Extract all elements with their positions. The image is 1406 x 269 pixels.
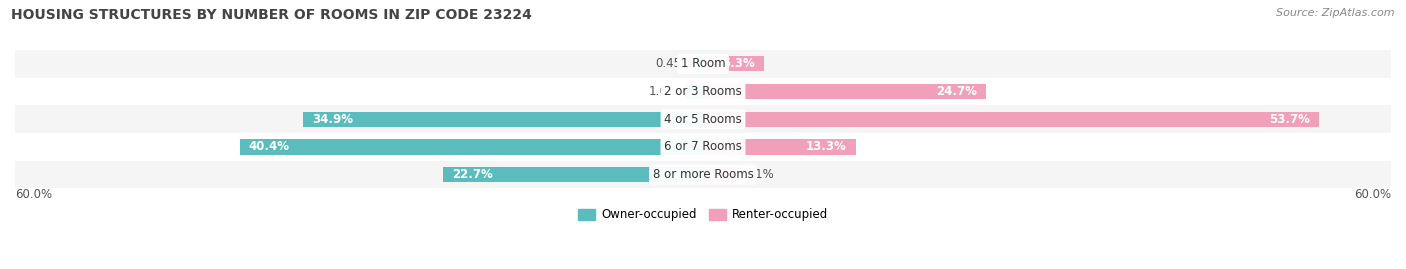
Bar — [15, 161, 1391, 189]
Text: 5.3%: 5.3% — [721, 57, 755, 70]
Bar — [703, 167, 738, 182]
Text: 2 or 3 Rooms: 2 or 3 Rooms — [664, 85, 742, 98]
Text: 24.7%: 24.7% — [936, 85, 977, 98]
Bar — [443, 167, 703, 182]
Legend: Owner-occupied, Renter-occupied: Owner-occupied, Renter-occupied — [578, 208, 828, 221]
Text: 1 Room: 1 Room — [681, 57, 725, 70]
Text: 1.6%: 1.6% — [650, 85, 679, 98]
Bar — [697, 56, 703, 72]
Text: 53.7%: 53.7% — [1268, 113, 1309, 126]
Text: 4 or 5 Rooms: 4 or 5 Rooms — [664, 113, 742, 126]
Text: 0.45%: 0.45% — [655, 57, 692, 70]
Bar — [240, 139, 703, 154]
Bar — [15, 133, 1391, 161]
Bar — [302, 112, 703, 127]
Text: HOUSING STRUCTURES BY NUMBER OF ROOMS IN ZIP CODE 23224: HOUSING STRUCTURES BY NUMBER OF ROOMS IN… — [11, 8, 531, 22]
Bar — [15, 50, 1391, 78]
Bar — [15, 78, 1391, 105]
Bar — [15, 105, 1391, 133]
Text: 6 or 7 Rooms: 6 or 7 Rooms — [664, 140, 742, 153]
Bar — [685, 84, 703, 99]
Text: Source: ZipAtlas.com: Source: ZipAtlas.com — [1277, 8, 1395, 18]
Text: 60.0%: 60.0% — [15, 189, 52, 201]
Text: 3.1%: 3.1% — [744, 168, 775, 181]
Text: 34.9%: 34.9% — [312, 113, 353, 126]
Text: 8 or more Rooms: 8 or more Rooms — [652, 168, 754, 181]
Text: 22.7%: 22.7% — [451, 168, 492, 181]
Bar — [703, 84, 986, 99]
Text: 60.0%: 60.0% — [1354, 189, 1391, 201]
Bar — [703, 56, 763, 72]
Bar — [703, 112, 1319, 127]
Text: 40.4%: 40.4% — [249, 140, 290, 153]
Bar — [703, 139, 855, 154]
Text: 13.3%: 13.3% — [806, 140, 846, 153]
